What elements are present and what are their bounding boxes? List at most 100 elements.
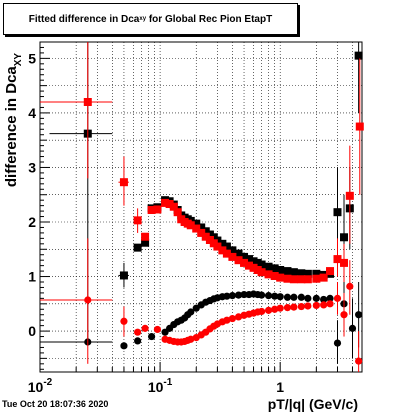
data-point-circle	[312, 301, 320, 310]
data-point-square	[133, 216, 142, 225]
data-point-square	[197, 228, 206, 237]
data-point-square	[333, 255, 342, 264]
data-point-square	[249, 257, 258, 266]
data-point-circle	[297, 302, 305, 311]
y-tick-label: 2	[28, 214, 36, 230]
data-point-circle	[326, 300, 334, 308]
y-tick-label: 0	[28, 323, 36, 339]
x-tick-label-exponent: -1	[163, 377, 172, 388]
data-point-square	[192, 219, 201, 228]
data-point-circle	[187, 308, 195, 316]
data-point-circle	[355, 311, 363, 319]
data-point-circle	[297, 293, 305, 301]
data-point-square	[354, 51, 363, 60]
x-tick-label-base: 10	[148, 379, 164, 395]
y-axis-label: difference in DcaXY	[3, 53, 24, 188]
data-point-square	[119, 178, 128, 187]
data-point-circle	[326, 294, 334, 302]
data-point-square	[186, 221, 195, 230]
data-point-square	[234, 249, 243, 258]
y-axis-label-text: difference in Dca	[3, 66, 20, 188]
data-point-square	[222, 249, 231, 258]
data-point-square	[245, 261, 254, 270]
data-point-square	[270, 272, 279, 280]
data-point-circle	[84, 296, 92, 304]
data-point-square	[355, 122, 364, 131]
y-tick-label: 5	[28, 50, 36, 66]
data-point-circle	[290, 303, 298, 311]
data-point-circle	[264, 306, 273, 314]
plot-frame	[39, 41, 363, 373]
y-tick-label: 4	[28, 105, 36, 121]
data-point-circle	[340, 311, 348, 319]
data-point-circle	[348, 324, 357, 332]
data-point-square	[197, 223, 206, 232]
data-point-circle	[234, 291, 243, 299]
data-point-square	[141, 232, 150, 241]
data-point-square	[119, 271, 128, 280]
data-point-circle	[290, 293, 298, 301]
x-tick-label-base: 10	[28, 379, 44, 395]
data-point-square	[201, 227, 210, 236]
data-point-circle	[153, 325, 162, 334]
data-point-circle	[333, 294, 342, 302]
grid-lines	[39, 42, 362, 372]
data-point-circle	[283, 304, 292, 312]
y-tick-label: 3	[28, 159, 36, 175]
data-point-circle	[320, 301, 328, 309]
data-point-square	[289, 268, 298, 277]
data-point-square	[165, 200, 174, 208]
data-point-square	[289, 275, 298, 284]
data-point-circle	[304, 302, 312, 310]
data-point-circle	[120, 317, 128, 325]
data-point-square	[333, 208, 342, 217]
data-point-circle	[223, 292, 231, 300]
data-point-circle	[264, 292, 273, 300]
data-point-square	[161, 198, 170, 207]
data-point-square	[303, 275, 312, 284]
x-tick-label-base: 1	[276, 379, 284, 395]
data-point-square	[192, 224, 201, 233]
chart-title-prefix: Fitted difference in Dca	[28, 13, 140, 25]
x-tick-label: 1	[276, 379, 284, 395]
data-point-circle	[312, 294, 320, 302]
data-point-circle	[134, 337, 142, 345]
data-point-circle	[355, 357, 363, 365]
data-point-square	[83, 98, 92, 106]
data-point-circle	[187, 335, 195, 343]
data-point-square	[340, 258, 349, 267]
data-point-square	[141, 238, 150, 247]
data-point-circle	[228, 292, 236, 300]
data-point-square	[222, 242, 231, 251]
data-point-square	[257, 260, 266, 269]
data-point-circle	[228, 314, 236, 323]
data-point-circle	[271, 305, 279, 313]
data-point-square	[276, 273, 285, 282]
data-point-circle	[223, 316, 231, 324]
data-point-square	[213, 242, 222, 251]
data-point-square	[283, 267, 292, 276]
data-point-circle	[346, 282, 354, 290]
data-point-square	[240, 252, 249, 261]
data-point-circle	[333, 339, 342, 347]
data-point-circle	[257, 291, 266, 299]
data-point-square	[218, 239, 227, 248]
y-tick-label: 1	[28, 269, 36, 285]
data-point-circle	[304, 294, 312, 302]
y-axis-label-subscript: XY	[13, 53, 24, 67]
data-point-square	[270, 264, 279, 273]
data-point-square	[297, 269, 306, 278]
data-point-square	[169, 202, 178, 211]
data-point-circle	[134, 328, 142, 336]
data-point-square	[249, 263, 258, 272]
data-point-circle	[148, 332, 156, 341]
data-point-square	[234, 256, 243, 265]
data-point-square	[147, 206, 156, 214]
data-point-square	[303, 269, 312, 278]
data-point-square	[133, 243, 142, 252]
data-point-square	[276, 266, 285, 274]
chart-title: Fitted difference in Dca xy for Global Re…	[3, 3, 298, 35]
data-point-circle	[240, 290, 248, 299]
